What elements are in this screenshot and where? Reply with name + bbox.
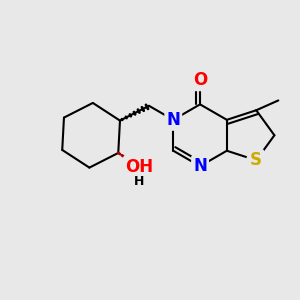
Text: OH: OH [125,158,153,175]
Circle shape [191,158,209,175]
Circle shape [128,155,150,178]
Text: N: N [166,111,180,129]
Text: S: S [250,151,262,169]
Circle shape [164,111,182,129]
Text: N: N [193,157,207,175]
Text: H: H [134,175,144,188]
Circle shape [247,151,266,170]
Text: O: O [193,71,207,89]
Circle shape [191,71,209,89]
